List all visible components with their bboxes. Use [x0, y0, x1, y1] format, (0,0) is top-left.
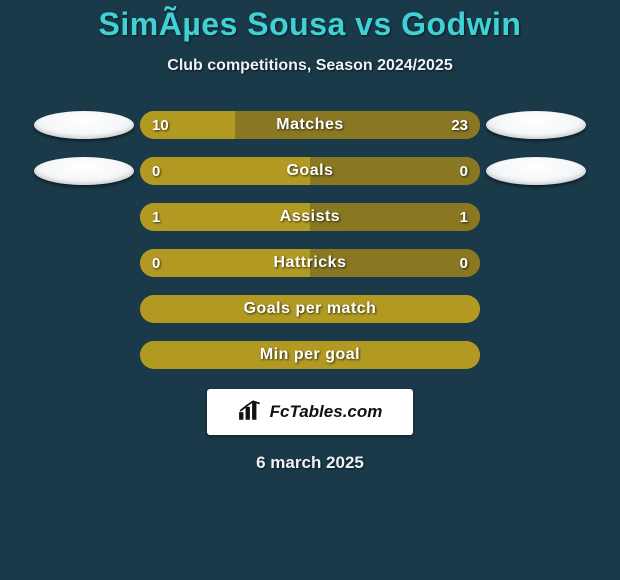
- avatar-slot-right: [480, 341, 592, 369]
- avatar-slot-left: [28, 295, 140, 323]
- player1-avatar: [34, 157, 134, 185]
- stat-row: 11Assists: [0, 203, 620, 231]
- player1-avatar: [34, 111, 134, 139]
- attribution-area: FcTables.com: [0, 389, 620, 435]
- page-title: SimÃµes Sousa vs Godwin: [0, 6, 620, 43]
- stat-label: Assists: [140, 203, 480, 231]
- avatar-slot-left: [28, 203, 140, 231]
- stat-label: Matches: [140, 111, 480, 139]
- avatar-slot-right: [480, 203, 592, 231]
- avatar-slot-right: [480, 295, 592, 323]
- stat-label: Goals: [140, 157, 480, 185]
- stat-rows: 1023Matches 00Goals 11Assists 00Hattricks Go…: [0, 111, 620, 369]
- subtitle: Club competitions, Season 2024/2025: [0, 57, 620, 75]
- stat-bar: Goals per match: [140, 295, 480, 323]
- avatar-slot-left: [28, 341, 140, 369]
- stat-bar: 1023Matches: [140, 111, 480, 139]
- stat-bar: 00Goals: [140, 157, 480, 185]
- stat-label: Hattricks: [140, 249, 480, 277]
- avatar-slot-right: [480, 249, 592, 277]
- bar-chart-icon: [238, 399, 264, 426]
- stat-row: Goals per match: [0, 295, 620, 323]
- player2-avatar: [486, 111, 586, 139]
- avatar-slot-left: [28, 111, 140, 139]
- stat-row: Min per goal: [0, 341, 620, 369]
- avatar-slot-left: [28, 157, 140, 185]
- stat-row: 00Hattricks: [0, 249, 620, 277]
- stat-row: 00Goals: [0, 157, 620, 185]
- stat-label: Min per goal: [140, 341, 480, 369]
- avatar-slot-left: [28, 249, 140, 277]
- badge-text: FcTables.com: [270, 402, 383, 422]
- avatar-slot-right: [480, 111, 592, 139]
- stat-bar: 11Assists: [140, 203, 480, 231]
- stat-bar: Min per goal: [140, 341, 480, 369]
- stat-bar: 00Hattricks: [140, 249, 480, 277]
- stat-label: Goals per match: [140, 295, 480, 323]
- footer-date: 6 march 2025: [0, 453, 620, 473]
- avatar-slot-right: [480, 157, 592, 185]
- player2-avatar: [486, 157, 586, 185]
- comparison-card: SimÃµes Sousa vs Godwin Club competition…: [0, 0, 620, 580]
- stat-row: 1023Matches: [0, 111, 620, 139]
- fctables-badge: FcTables.com: [207, 389, 413, 435]
